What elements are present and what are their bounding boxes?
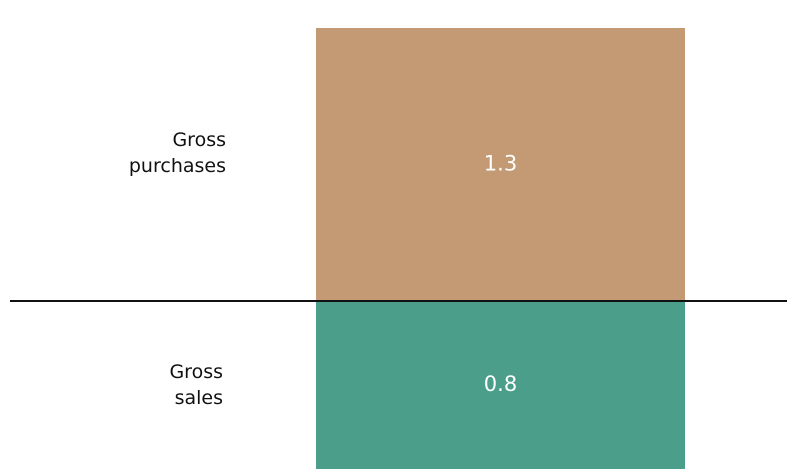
bar	[316, 28, 685, 301]
bar	[316, 301, 685, 469]
category-label: Gross purchases	[128, 128, 226, 177]
category-label: Gross sales	[169, 361, 223, 409]
value-label: 1.3	[484, 152, 517, 176]
value-label: 0.8	[484, 372, 517, 396]
